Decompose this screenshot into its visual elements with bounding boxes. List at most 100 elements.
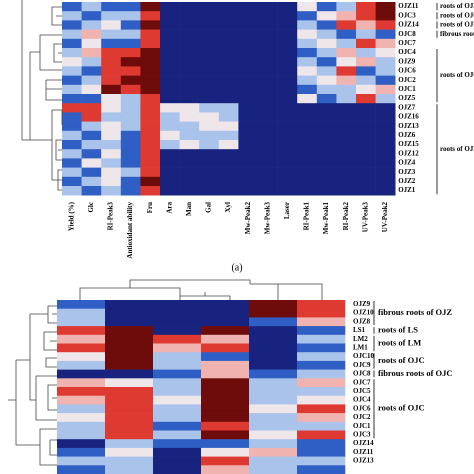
heat-cell (316, 84, 337, 95)
column-label: RI-Peak3 (107, 202, 115, 231)
heat-cell (297, 112, 318, 122)
heat-cell (238, 186, 259, 196)
heat-cell (277, 121, 298, 132)
heat-cell (375, 149, 396, 159)
heat-cell (316, 140, 337, 150)
heat-cell (81, 11, 102, 21)
row-label: OJZ10 (353, 309, 374, 317)
heat-cell (120, 176, 141, 187)
heat-cell (356, 84, 376, 95)
heat-cell (120, 158, 141, 168)
heat-cell (101, 112, 122, 122)
heat-cell (179, 20, 200, 30)
heat-cell (160, 112, 180, 122)
heat-cell (153, 352, 202, 362)
row-label: OJC2 (353, 413, 371, 421)
heat-cell (120, 11, 141, 21)
heat-cell (201, 308, 250, 318)
heat-cell (316, 11, 337, 21)
row-label: OJC3 (398, 11, 416, 19)
heat-cell (101, 167, 122, 178)
heat-cell (57, 308, 106, 318)
heat-cell (297, 456, 346, 466)
heat-cell (81, 130, 102, 141)
heat-cell (179, 103, 200, 113)
heat-cell (201, 317, 250, 327)
heat-cell (277, 149, 298, 159)
heat-cell (62, 130, 82, 141)
heat-cell (105, 447, 154, 457)
heat-cell (238, 38, 259, 49)
heat-cell (297, 439, 346, 449)
heat-cell (160, 2, 180, 12)
heat-cell (81, 29, 102, 40)
heat-cell (218, 176, 239, 187)
heat-cell (218, 75, 239, 86)
heat-cell (277, 140, 298, 150)
heat-cell (160, 57, 180, 67)
heat-cell (218, 38, 239, 49)
heat-cell (140, 149, 161, 159)
heat-cell (356, 186, 376, 196)
heat-cell (249, 447, 298, 457)
heat-cell (249, 413, 298, 423)
heat-cell (101, 66, 122, 76)
caption: (a) (231, 262, 242, 273)
heat-cell (258, 2, 278, 12)
heat-cell (316, 48, 337, 58)
heat-cell (258, 11, 278, 21)
heat-cell (297, 2, 318, 12)
heat-cell (179, 11, 200, 21)
heat-cell (199, 140, 220, 150)
heat-cell (120, 140, 141, 150)
row-label: OJC4 (398, 48, 416, 56)
heat-cell (57, 360, 106, 370)
heat-cell (356, 29, 376, 40)
heat-cell (336, 158, 357, 168)
heat-cell (62, 38, 82, 49)
heat-cell (356, 130, 376, 141)
heat-cell (105, 430, 154, 440)
heat-cell (62, 167, 82, 178)
heat-cell (356, 75, 376, 86)
heat-cell (57, 465, 106, 474)
heat-cell (153, 447, 202, 457)
heat-cell (160, 11, 180, 21)
heat-cell (101, 149, 122, 159)
heat-cell (297, 140, 318, 150)
heat-cell (218, 29, 239, 40)
heat-cell (153, 439, 202, 449)
heat-cell (62, 149, 82, 159)
heat-cell (179, 186, 200, 196)
heat-cell (140, 11, 161, 21)
heat-cell (105, 360, 154, 370)
heat-cell (218, 186, 239, 196)
heat-cell (62, 75, 82, 86)
heat-cell (356, 20, 376, 30)
heat-cell (105, 369, 154, 379)
heat-cell (153, 378, 202, 388)
heat-cell (238, 75, 259, 86)
row-label: OJZ6 (398, 131, 416, 139)
heat-cell (62, 103, 82, 113)
heat-cell (140, 103, 161, 113)
row-label: OJC6 (353, 404, 371, 412)
column-label: Yield (%) (67, 201, 75, 231)
heat-cell (375, 167, 396, 178)
heat-cell (62, 176, 82, 187)
row-label: LS1 (353, 326, 366, 334)
heat-cell (297, 404, 346, 414)
heat-cell (258, 167, 278, 178)
heat-cell (238, 158, 259, 168)
heat-cell (336, 48, 357, 58)
heat-cell (199, 149, 220, 159)
row-label: OJZ4 (398, 159, 416, 167)
heat-cell (140, 186, 161, 196)
heat-cell (238, 20, 259, 30)
heat-cell (153, 308, 202, 318)
heat-cell (120, 84, 141, 95)
heat-cell (101, 94, 122, 104)
row-label: LM1 (353, 343, 368, 351)
heat-cell (336, 20, 357, 30)
heat-cell (258, 94, 278, 104)
